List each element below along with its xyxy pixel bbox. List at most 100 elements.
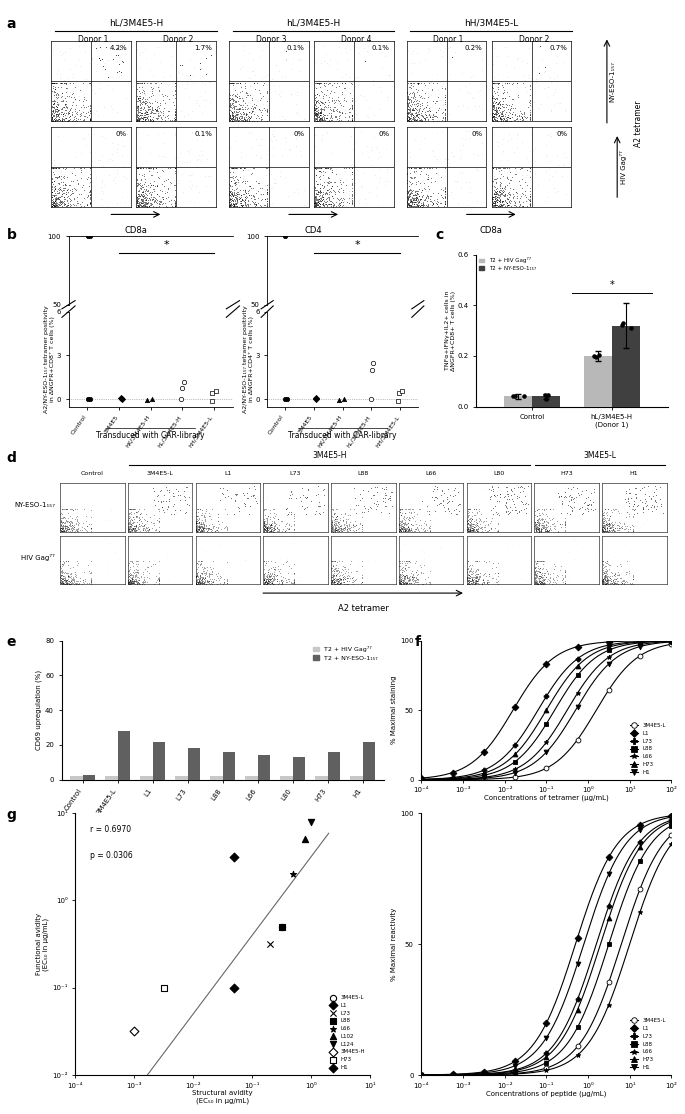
Point [329,108,340,126]
Point [499,101,510,119]
Point [337,520,348,538]
Point [79,41,90,59]
Point [331,571,342,589]
Point [343,104,354,121]
Point [423,79,434,97]
Point [194,575,205,593]
Point [341,571,352,589]
Point [492,567,503,585]
Point [535,568,546,586]
Point [403,518,414,536]
Point [497,180,508,198]
Point [402,190,413,208]
Point [396,522,407,540]
Point [488,555,499,573]
Point [131,518,142,536]
Point [421,96,432,114]
Point [326,512,337,530]
Point [191,567,202,585]
Point [262,491,273,509]
Point [190,568,201,586]
Point [531,512,542,530]
Point [130,560,141,578]
Point [560,575,571,593]
Point [252,189,263,207]
Point [229,87,240,105]
Point [619,575,630,593]
Point [67,571,78,589]
Point [598,522,609,540]
Point [536,50,547,68]
Point [432,195,443,213]
Point [229,168,240,186]
Point [233,188,244,206]
Point [553,485,564,502]
Point [491,110,502,128]
Point [334,102,345,120]
Point [334,519,345,537]
Point [465,519,476,537]
Point [140,505,151,522]
Point [84,194,95,212]
Point [310,194,321,212]
Point [257,99,268,117]
Point [322,109,333,127]
Point [154,167,165,185]
Point [464,518,475,536]
Point [332,571,343,589]
Point [488,173,499,190]
Point [96,158,107,176]
Point [497,95,508,113]
Point [542,127,553,145]
Point [608,569,619,587]
Point [56,520,67,538]
Point [412,566,423,584]
Point [61,196,72,214]
Point [599,522,610,540]
Point [84,162,95,179]
Point [197,519,208,537]
Point [353,520,364,538]
Point [224,197,235,215]
Point [266,516,277,534]
Point [506,90,517,108]
Point [179,79,190,97]
Point [142,105,153,123]
Point [487,573,498,590]
Point [313,168,324,186]
Point [440,105,451,123]
Point [575,515,586,532]
Point [46,74,57,91]
Point [219,499,230,517]
Point [53,102,64,120]
Point [640,495,651,512]
Point [495,106,506,124]
Point [225,159,236,177]
Point [329,499,340,517]
Point [68,570,79,588]
Point [493,94,504,111]
Point [602,568,613,586]
Point [394,573,405,590]
Point [139,104,150,121]
Point [519,177,530,195]
Point [313,163,324,180]
Point [403,519,414,537]
Point [539,63,550,81]
Point [462,518,473,536]
Point [606,504,617,521]
Point [421,98,432,116]
Point [144,521,155,539]
Point [470,553,481,570]
Point [458,136,469,154]
Point [161,87,172,105]
Point [51,74,62,91]
Point [319,76,330,94]
Point [138,575,149,593]
Point [66,172,77,189]
Point [338,520,349,538]
Point [158,189,169,207]
Point [195,517,206,535]
Point [488,97,499,115]
Point [58,519,68,537]
